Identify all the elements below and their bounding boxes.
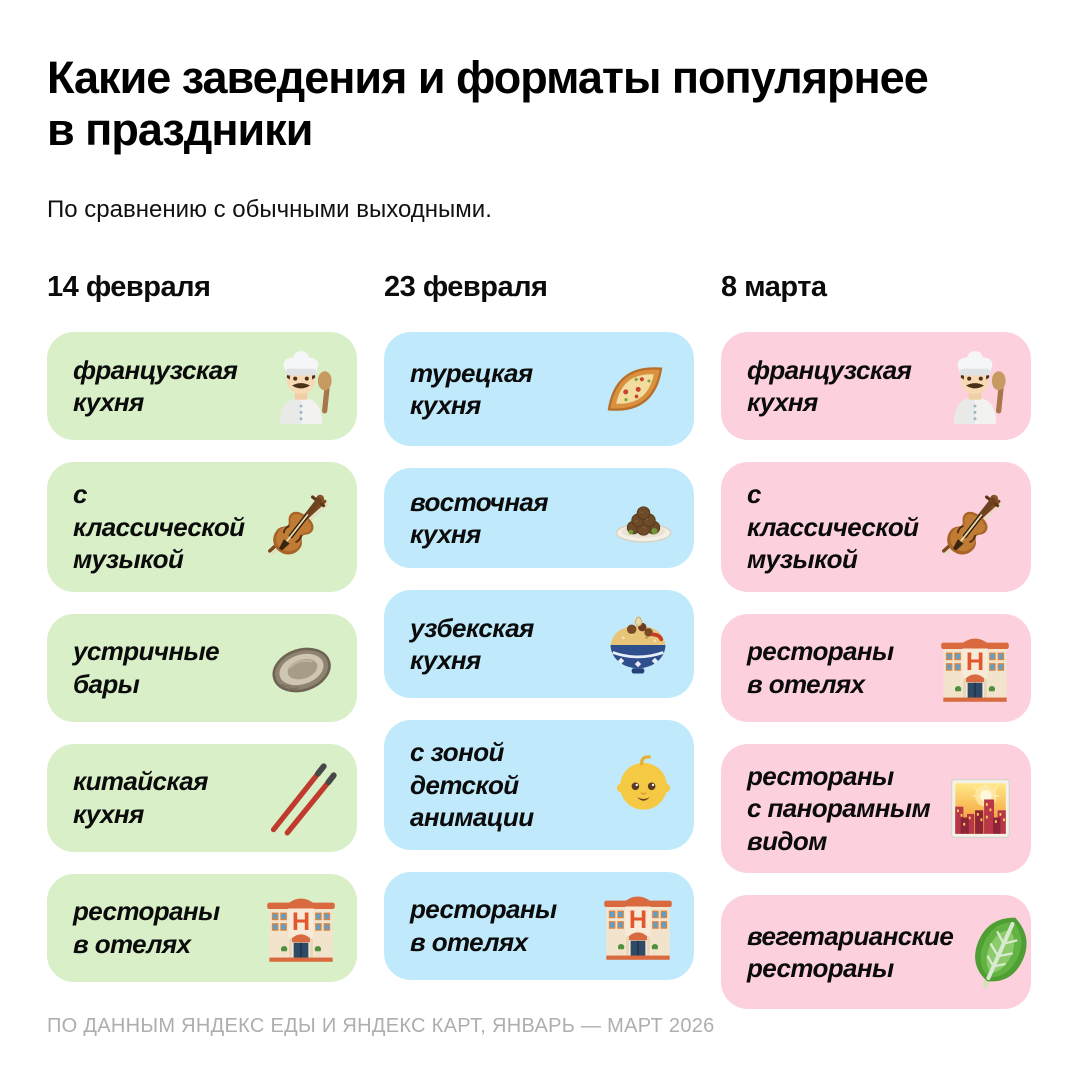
card-label: рестораны в отелях bbox=[747, 636, 894, 699]
man-cook-icon bbox=[937, 348, 1013, 424]
card-list: французская кухня с классической музыкой… bbox=[721, 332, 1031, 1010]
hotel-icon bbox=[263, 890, 339, 966]
column-header-feb23: 23 февраля bbox=[384, 271, 548, 304]
card-label: рестораны в отелях bbox=[73, 896, 220, 959]
card-label: китайская кухня bbox=[73, 766, 208, 829]
card-label: французская кухня bbox=[747, 354, 912, 418]
card-oyster-bars: устричные бары bbox=[47, 613, 357, 722]
falafel-plate-icon bbox=[611, 486, 676, 551]
card-label: с классической музыкой bbox=[73, 479, 245, 575]
data-source-note: ПО ДАННЫМ ЯНДЕКС ЕДЫ И ЯНДЕКС КАРТ, ЯНВА… bbox=[47, 1015, 715, 1037]
card-list: французская кухня с классической музыкой… bbox=[47, 332, 357, 982]
card-label: с классической музыкой bbox=[747, 479, 919, 575]
plov-bowl-icon bbox=[600, 606, 676, 682]
column-header-mar8: 8 марта bbox=[721, 271, 827, 304]
card-label: узбекская кухня bbox=[410, 612, 534, 676]
hotel-icon bbox=[937, 630, 1013, 706]
card-label: восточная кухня bbox=[410, 486, 549, 550]
card-label: французская кухня bbox=[73, 354, 238, 418]
man-cook-icon bbox=[263, 348, 339, 424]
hotel-icon bbox=[600, 888, 676, 964]
column-mar8: 8 марта французская кухня с классической… bbox=[721, 271, 1031, 1010]
card-uzbek-cuisine: узбекская кухня bbox=[384, 590, 694, 699]
card-turkish-cuisine: турецкая кухня bbox=[384, 332, 694, 447]
card-chinese-cuisine: китайская кухня bbox=[47, 743, 357, 852]
page-title: Какие заведения и форматы популярнее в п… bbox=[47, 52, 929, 156]
card-hotel-restaurants: рестораны в отелях bbox=[47, 873, 357, 982]
page-subtitle: По сравнению с обычными выходными. bbox=[47, 196, 492, 224]
card-french-cuisine: французская кухня bbox=[721, 332, 1031, 441]
card-classical-music: с классической музыкой bbox=[47, 462, 357, 592]
card-vegetarian-restaurants: вегетарианские рестораны bbox=[721, 895, 1031, 1010]
pide-flatbread-icon bbox=[594, 348, 676, 430]
oyster-icon bbox=[263, 630, 339, 706]
card-kids-animation-zone: с зоной детской анимации bbox=[384, 720, 694, 850]
column-feb23: 23 февраля турецкая кухня восточная кухн… bbox=[384, 271, 694, 1009]
column-header-feb14: 14 февраля bbox=[47, 271, 211, 304]
card-french-cuisine: французская кухня bbox=[47, 332, 357, 441]
card-label: турецкая кухня bbox=[410, 357, 533, 421]
card-panoramic-view-restaurants: рестораны с панорамным видом bbox=[721, 743, 1031, 874]
cityscape-at-dusk-icon bbox=[948, 776, 1013, 841]
chopsticks-icon bbox=[263, 760, 339, 836]
card-label: с зоной детской анимации bbox=[410, 737, 534, 833]
card-label: рестораны в отелях bbox=[410, 894, 557, 957]
card-hotel-restaurants: рестораны в отелях bbox=[384, 871, 694, 980]
card-label: рестораны с панорамным видом bbox=[747, 760, 931, 856]
violin-icon bbox=[257, 486, 339, 568]
card-classical-music: с классической музыкой bbox=[721, 462, 1031, 592]
card-eastern-cuisine: восточная кухня bbox=[384, 468, 694, 569]
leafy-green-icon bbox=[959, 911, 1041, 993]
card-label: устричные бары bbox=[73, 636, 220, 699]
card-list: турецкая кухня восточная кухня узбекская… bbox=[384, 332, 694, 980]
baby-icon bbox=[611, 752, 676, 817]
card-hotel-restaurants: рестораны в отелях bbox=[721, 613, 1031, 722]
columns-container: 14 февраля французская кухня с классичес… bbox=[47, 271, 1033, 1010]
violin-icon bbox=[931, 486, 1013, 568]
column-feb14: 14 февраля французская кухня с классичес… bbox=[47, 271, 357, 1009]
card-label: вегетарианские рестораны bbox=[747, 920, 954, 984]
